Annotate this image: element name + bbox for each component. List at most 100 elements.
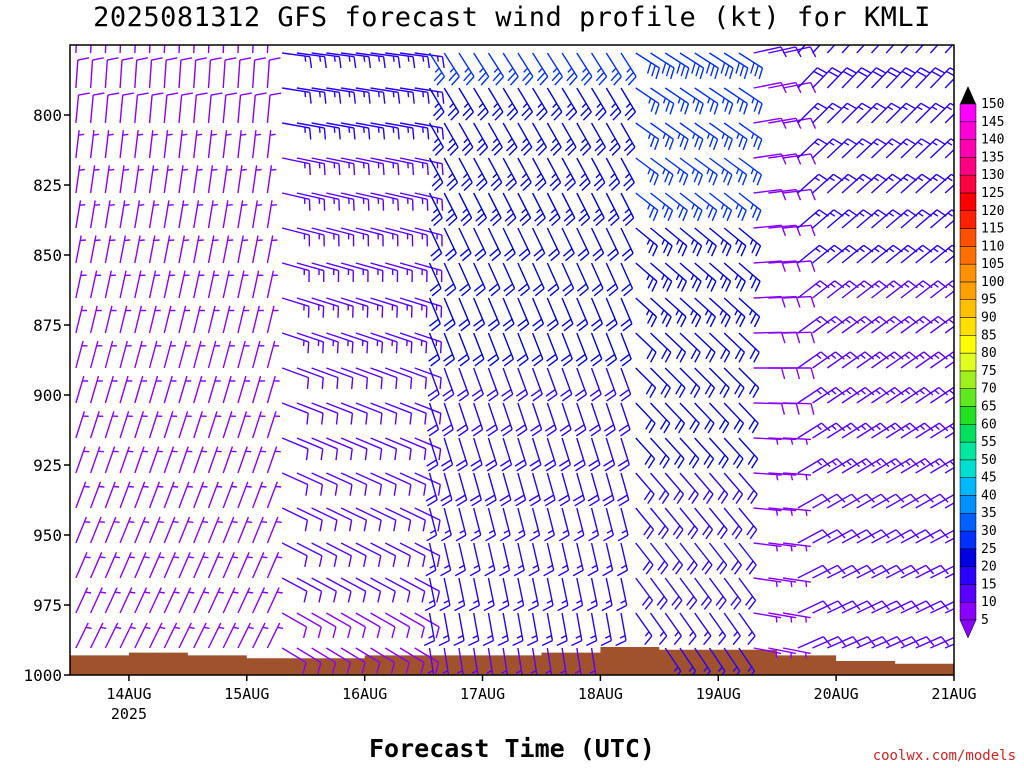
wind-barb: [326, 402, 354, 425]
wind-barb: [370, 612, 396, 639]
wind-barb: [75, 57, 90, 89]
wind-barb: [723, 472, 744, 504]
wind-barb: [576, 262, 589, 297]
wind-barb: [930, 529, 954, 544]
wind-barb: [530, 647, 538, 675]
wind-barb: [527, 577, 539, 612]
wind-barb: [89, 411, 104, 439]
wind-barb: [296, 647, 322, 674]
wind-barb: [502, 262, 516, 297]
wind-barb: [311, 542, 338, 568]
wind-barb: [723, 227, 747, 257]
wind-barb: [119, 200, 130, 229]
wind-barb: [530, 402, 543, 437]
wind-barb: [252, 446, 266, 474]
wind-barb: [738, 122, 763, 151]
wind-barb: [89, 587, 107, 614]
wind-barb: [89, 622, 107, 649]
wind-barb: [266, 200, 277, 229]
wind-barb: [856, 102, 887, 124]
wind-barb: [104, 622, 122, 649]
wind-barb: [414, 472, 441, 496]
wind-barb: [650, 157, 674, 186]
wind-barb: [694, 577, 712, 610]
wind-barb: [385, 157, 415, 176]
wind-barb: [856, 67, 887, 89]
wind-barb: [529, 507, 541, 542]
wind-barb: [281, 507, 309, 532]
wind-barb: [694, 122, 719, 151]
wind-barb: [826, 493, 861, 509]
wind-barb: [222, 165, 233, 194]
wind-barb: [134, 340, 147, 369]
wind-barb: [222, 481, 238, 509]
wind-barb: [797, 600, 832, 614]
wind-barb: [664, 577, 683, 610]
wind-barb: [266, 622, 284, 649]
wind-barb: [355, 52, 386, 69]
wind-barb: [664, 437, 685, 469]
wind-barb: [399, 52, 430, 69]
wind-barb: [251, 57, 266, 89]
wind-barb: [515, 647, 523, 675]
colorbar-label: 130: [981, 168, 1004, 183]
colorbar-swatch: [959, 370, 977, 389]
wind-barb: [458, 297, 471, 332]
wind-barb: [841, 138, 873, 159]
wind-barb: [237, 340, 250, 369]
wind-barb: [871, 457, 905, 474]
wind-barb: [885, 457, 919, 474]
wind-barb: [870, 45, 880, 54]
wind-barb: [355, 402, 383, 425]
wind-barb: [163, 57, 178, 89]
wind-barb: [457, 647, 464, 675]
wind-barb: [694, 87, 719, 115]
wind-barb: [326, 157, 356, 176]
wind-barb: [812, 67, 843, 89]
wind-barb: [458, 192, 473, 227]
wind-barb: [650, 332, 672, 363]
wind-barb: [944, 290, 954, 299]
colorbar-swatch: [959, 352, 977, 372]
wind-barb: [252, 200, 263, 229]
wind-barb: [222, 587, 239, 614]
wind-barb: [119, 516, 135, 544]
wind-barb: [163, 200, 174, 229]
colorbar-swatch: [959, 566, 977, 585]
wind-barb: [252, 481, 267, 509]
wind-barb: [340, 367, 369, 389]
wind-barb: [119, 92, 135, 124]
wind-barb: [900, 102, 932, 124]
wind-barb: [546, 157, 562, 192]
wind-barb: [944, 396, 954, 404]
wind-barb: [399, 472, 427, 496]
wind-barb: [207, 622, 225, 649]
wind-barb: [222, 552, 239, 579]
wind-barb: [543, 472, 556, 507]
wind-barb: [458, 122, 474, 156]
colorbar-swatch: [959, 281, 977, 300]
wind-barb: [414, 122, 444, 140]
wind-barb: [516, 332, 529, 367]
wind-barb: [193, 375, 206, 404]
wind-barb: [679, 612, 697, 646]
wind-barb: [487, 122, 503, 156]
wind-barb: [222, 411, 236, 439]
wind-barb: [438, 612, 450, 647]
wind-barb: [296, 612, 322, 639]
wind-barb: [797, 422, 831, 439]
wind-barb: [326, 437, 353, 461]
wind-barb: [664, 192, 688, 222]
wind-barb: [442, 367, 455, 402]
wind-barb: [148, 375, 162, 404]
wind-barb: [148, 516, 164, 544]
wind-barb: [635, 332, 657, 363]
wind-barb: [753, 507, 782, 516]
x-tick-label: 16AUG: [342, 685, 387, 703]
wind-barb: [75, 92, 90, 124]
colorbar-swatch: [959, 246, 977, 265]
colorbar-swatch: [959, 495, 977, 514]
wind-barb: [723, 297, 746, 328]
wind-barb: [605, 157, 621, 192]
wind-barb: [605, 192, 620, 227]
